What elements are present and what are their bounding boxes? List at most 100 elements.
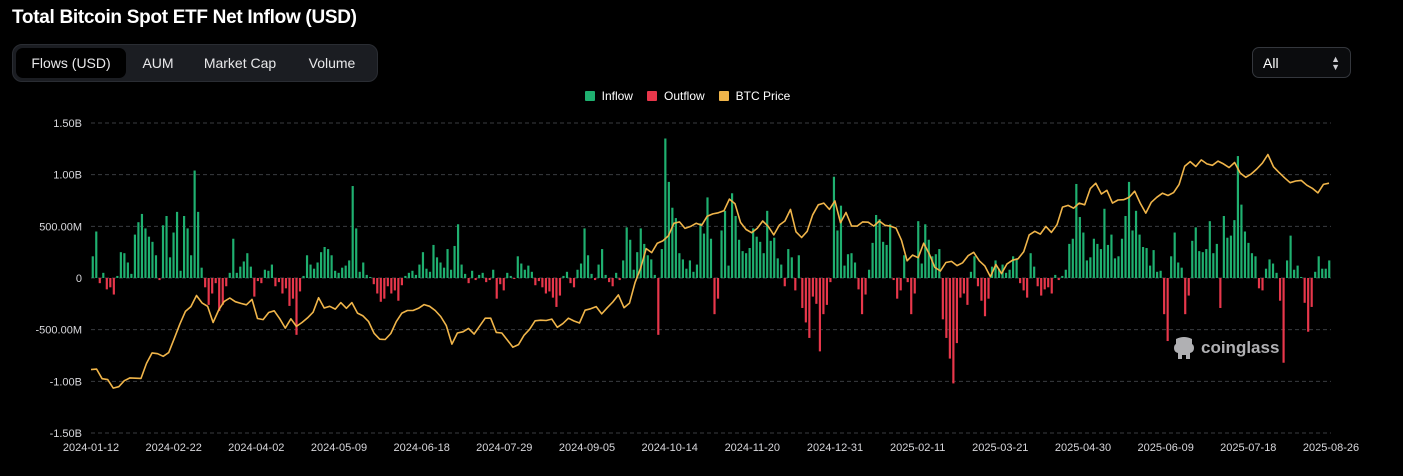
inflow-bar bbox=[745, 253, 748, 278]
inflow-bar bbox=[165, 216, 168, 278]
metric-tabs: Flows (USD) AUM Market Cap Volume bbox=[12, 44, 378, 82]
inflow-bar bbox=[565, 271, 569, 278]
legend-item-btc-price[interactable]: BTC Price bbox=[718, 89, 791, 103]
inflow-bar bbox=[685, 268, 688, 278]
legend-item-inflow[interactable]: Inflow bbox=[584, 89, 633, 103]
tab-volume[interactable]: Volume bbox=[308, 55, 356, 71]
outflow-bar bbox=[808, 278, 811, 338]
outflow-bar bbox=[207, 278, 210, 305]
outflow-bar bbox=[1307, 278, 1310, 332]
outflow-bar bbox=[502, 278, 505, 291]
inflow-bar bbox=[418, 264, 421, 278]
inflow-bar bbox=[1212, 253, 1215, 278]
legend-item-outflow[interactable]: Outflow bbox=[646, 89, 705, 103]
inflow-bar bbox=[702, 233, 706, 278]
outflow-bar bbox=[1261, 278, 1264, 291]
outflow-bar bbox=[390, 278, 393, 294]
inflow-bar bbox=[151, 241, 154, 278]
tab-flows-usd[interactable]: Flows (USD) bbox=[16, 48, 126, 78]
inflow-bar bbox=[161, 225, 165, 278]
x-tick-label: 2025-06-09 bbox=[1138, 442, 1194, 454]
inflow-bar bbox=[334, 270, 337, 278]
outflow-bar bbox=[98, 278, 101, 284]
inflow-bar bbox=[460, 264, 463, 278]
outflow-bar bbox=[1036, 278, 1039, 287]
inflow-bar bbox=[449, 269, 453, 278]
inflow-bar bbox=[312, 268, 316, 278]
coinglass-logo-icon bbox=[1174, 337, 1194, 359]
inflow-bar bbox=[1033, 266, 1036, 278]
outflow-bar bbox=[983, 278, 987, 317]
outflow-bar bbox=[1310, 278, 1313, 307]
inflow-bar bbox=[836, 230, 839, 278]
inflow-bar bbox=[734, 216, 737, 278]
inflow-bar bbox=[1226, 237, 1229, 278]
time-range-select[interactable]: All ▲ ▼ bbox=[1252, 47, 1351, 78]
inflow-bar bbox=[509, 275, 512, 278]
outflow-bar bbox=[815, 278, 818, 304]
outflow-bar bbox=[987, 278, 990, 299]
outflow-bar bbox=[892, 278, 895, 281]
inflow-bar bbox=[885, 244, 888, 278]
inflow-bar bbox=[228, 272, 231, 278]
outflow-bar bbox=[109, 278, 112, 288]
inflow-bar bbox=[270, 264, 273, 278]
inflow-bar bbox=[636, 252, 639, 278]
x-tick-label: 2025-04-30 bbox=[1055, 442, 1111, 454]
inflow-bar bbox=[1243, 231, 1247, 278]
outflow-bar bbox=[962, 278, 966, 294]
y-tick-label: -500.00M bbox=[36, 325, 82, 337]
btc-price-swatch bbox=[718, 91, 729, 101]
inflow-bar bbox=[316, 262, 319, 278]
tab-market-cap[interactable]: Market Cap bbox=[203, 55, 277, 71]
inflow-bar bbox=[1317, 256, 1320, 278]
outflow-bar bbox=[112, 278, 115, 295]
inflow-bar bbox=[530, 271, 533, 278]
tab-aum[interactable]: AUM bbox=[142, 55, 174, 71]
outflow-bar bbox=[713, 278, 716, 315]
outflow-bar bbox=[534, 278, 537, 286]
outflow-bar bbox=[488, 278, 491, 281]
inflow-bar bbox=[664, 138, 667, 278]
x-tick-label: 2024-10-14 bbox=[642, 442, 698, 454]
inflow-bar bbox=[337, 272, 340, 278]
outflow-bar bbox=[158, 278, 161, 281]
inflow-bar bbox=[667, 181, 670, 278]
inflow-bar bbox=[643, 243, 646, 278]
x-tick-label: 2024-05-09 bbox=[311, 442, 367, 454]
outflow-bar bbox=[860, 278, 864, 315]
x-tick-label: 2024-07-29 bbox=[476, 442, 532, 454]
inflow-bar bbox=[706, 197, 709, 278]
inflow-bar bbox=[137, 222, 140, 278]
x-tick-label: 2024-02-22 bbox=[146, 442, 202, 454]
inflow-bar bbox=[586, 255, 590, 278]
inflow-bar bbox=[1191, 240, 1194, 278]
inflow-bar bbox=[1124, 216, 1127, 278]
inflow-bar bbox=[882, 241, 885, 278]
inflow-bar bbox=[309, 264, 312, 278]
outflow-bar bbox=[485, 278, 488, 283]
outflow-bar bbox=[794, 278, 797, 291]
outflow-bar bbox=[955, 278, 958, 344]
inflow-bar bbox=[632, 269, 635, 278]
y-tick-label: -1.00B bbox=[50, 376, 82, 388]
inflow-bar bbox=[695, 264, 699, 278]
inflow-bar bbox=[1194, 227, 1197, 278]
inflow-bar bbox=[1008, 269, 1011, 278]
outflow-bar bbox=[1282, 278, 1285, 363]
outflow-bar bbox=[537, 278, 540, 282]
inflow-bar bbox=[1082, 232, 1085, 278]
inflow-bar bbox=[1201, 252, 1204, 278]
inflow-bar bbox=[330, 255, 333, 278]
inflow-bar bbox=[934, 254, 937, 278]
y-tick-label: 500.00M bbox=[39, 221, 82, 233]
inflow-bar bbox=[1064, 269, 1067, 278]
legend-label-btc-price: BTC Price bbox=[735, 89, 791, 103]
legend-label-inflow: Inflow bbox=[601, 89, 633, 103]
inflow-bar bbox=[660, 249, 663, 278]
inflow-bar bbox=[1120, 238, 1124, 278]
inflow-bar bbox=[875, 214, 878, 278]
inflow-bar bbox=[839, 205, 843, 278]
inflow-bar bbox=[1012, 256, 1015, 278]
outflow-bar bbox=[288, 278, 291, 306]
